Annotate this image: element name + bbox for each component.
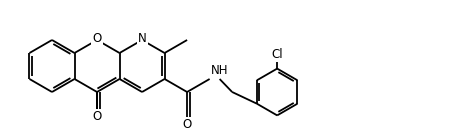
Text: N: N — [137, 33, 146, 46]
Text: O: O — [183, 119, 192, 132]
Text: Cl: Cl — [271, 48, 283, 61]
Text: O: O — [92, 33, 102, 46]
Text: NH: NH — [211, 64, 228, 77]
Text: O: O — [92, 111, 102, 124]
